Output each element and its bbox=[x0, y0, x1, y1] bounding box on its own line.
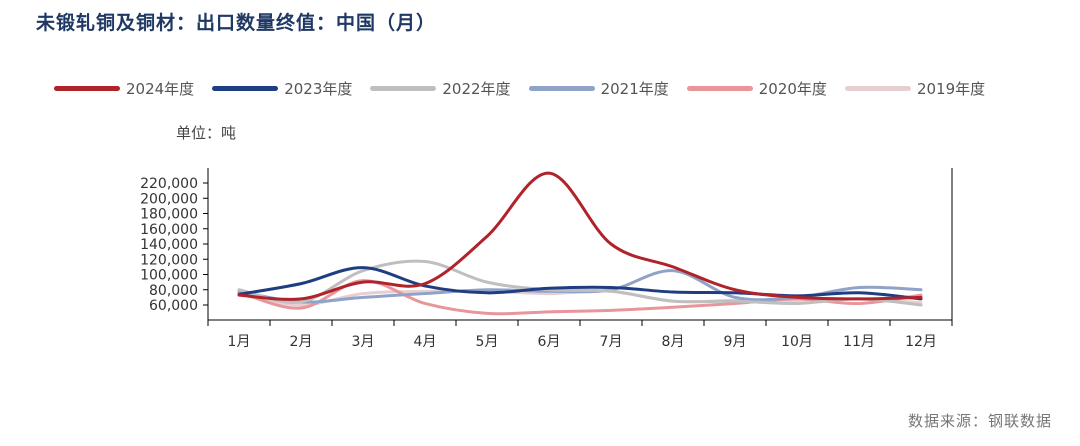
legend-label: 2023年度 bbox=[284, 79, 353, 98]
legend-item: 2022年度 bbox=[370, 78, 511, 99]
x-tick-label: 3月 bbox=[352, 334, 375, 350]
x-tick-label: 7月 bbox=[600, 334, 623, 350]
legend-swatch bbox=[370, 85, 437, 91]
x-tick-label: 2月 bbox=[290, 334, 313, 350]
x-tick-label: 5月 bbox=[476, 334, 499, 350]
legend-item: 2024年度 bbox=[54, 78, 194, 99]
y-tick-label: 80,000 bbox=[149, 283, 198, 299]
x-tick-label: 8月 bbox=[662, 334, 685, 350]
source-note: 数据来源：钢联数据 bbox=[907, 412, 1052, 430]
x-tick-label: 12月 bbox=[905, 334, 937, 350]
legend-swatch bbox=[528, 85, 595, 91]
legend-item: 2023年度 bbox=[212, 78, 352, 99]
legend-swatch bbox=[54, 85, 120, 91]
y-tick-label: 220,000 bbox=[140, 176, 198, 192]
x-tick-label: 9月 bbox=[724, 334, 747, 350]
y-tick-label: 100,000 bbox=[140, 268, 198, 284]
x-tick-label: 1月 bbox=[228, 334, 251, 350]
series-line-2022年度 bbox=[237, 259, 923, 307]
legend-swatch bbox=[686, 85, 753, 91]
y-tick-label: 200,000 bbox=[140, 191, 198, 207]
chart-legend: 2024年度 2023年度 2022年度 2021年度 2020年度 2019年度 bbox=[54, 76, 1054, 100]
legend-item: 2021年度 bbox=[528, 78, 669, 99]
legend-label: 2019年度 bbox=[916, 79, 986, 98]
legend-swatch bbox=[212, 85, 279, 91]
legend-label: 2022年度 bbox=[442, 79, 511, 98]
legend-swatch bbox=[844, 85, 911, 91]
x-tick-label: 4月 bbox=[414, 334, 437, 350]
y-tick-label: 120,000 bbox=[140, 252, 198, 268]
unit-label: 单位：吨 bbox=[176, 124, 237, 142]
legend-label: 2024年度 bbox=[126, 79, 195, 98]
y-tick-label: 140,000 bbox=[140, 237, 198, 253]
series-line-2023年度 bbox=[237, 266, 923, 301]
y-tick-label: 180,000 bbox=[140, 207, 198, 223]
x-tick-label: 6月 bbox=[538, 334, 561, 350]
x-tick-label: 11月 bbox=[843, 334, 875, 350]
x-tick-label: 10月 bbox=[781, 334, 813, 350]
legend-label: 2020年度 bbox=[758, 79, 827, 98]
legend-item: 2019年度 bbox=[844, 78, 986, 99]
y-tick-label: 60,000 bbox=[149, 298, 198, 314]
chart-title: 未锻轧铜及铜材：出口数量终值：中国（月） bbox=[36, 12, 437, 34]
legend-item: 2020年度 bbox=[686, 78, 827, 99]
series-line-2024年度 bbox=[237, 171, 923, 301]
y-tick-label: 160,000 bbox=[140, 222, 198, 238]
legend-label: 2021年度 bbox=[600, 79, 669, 98]
